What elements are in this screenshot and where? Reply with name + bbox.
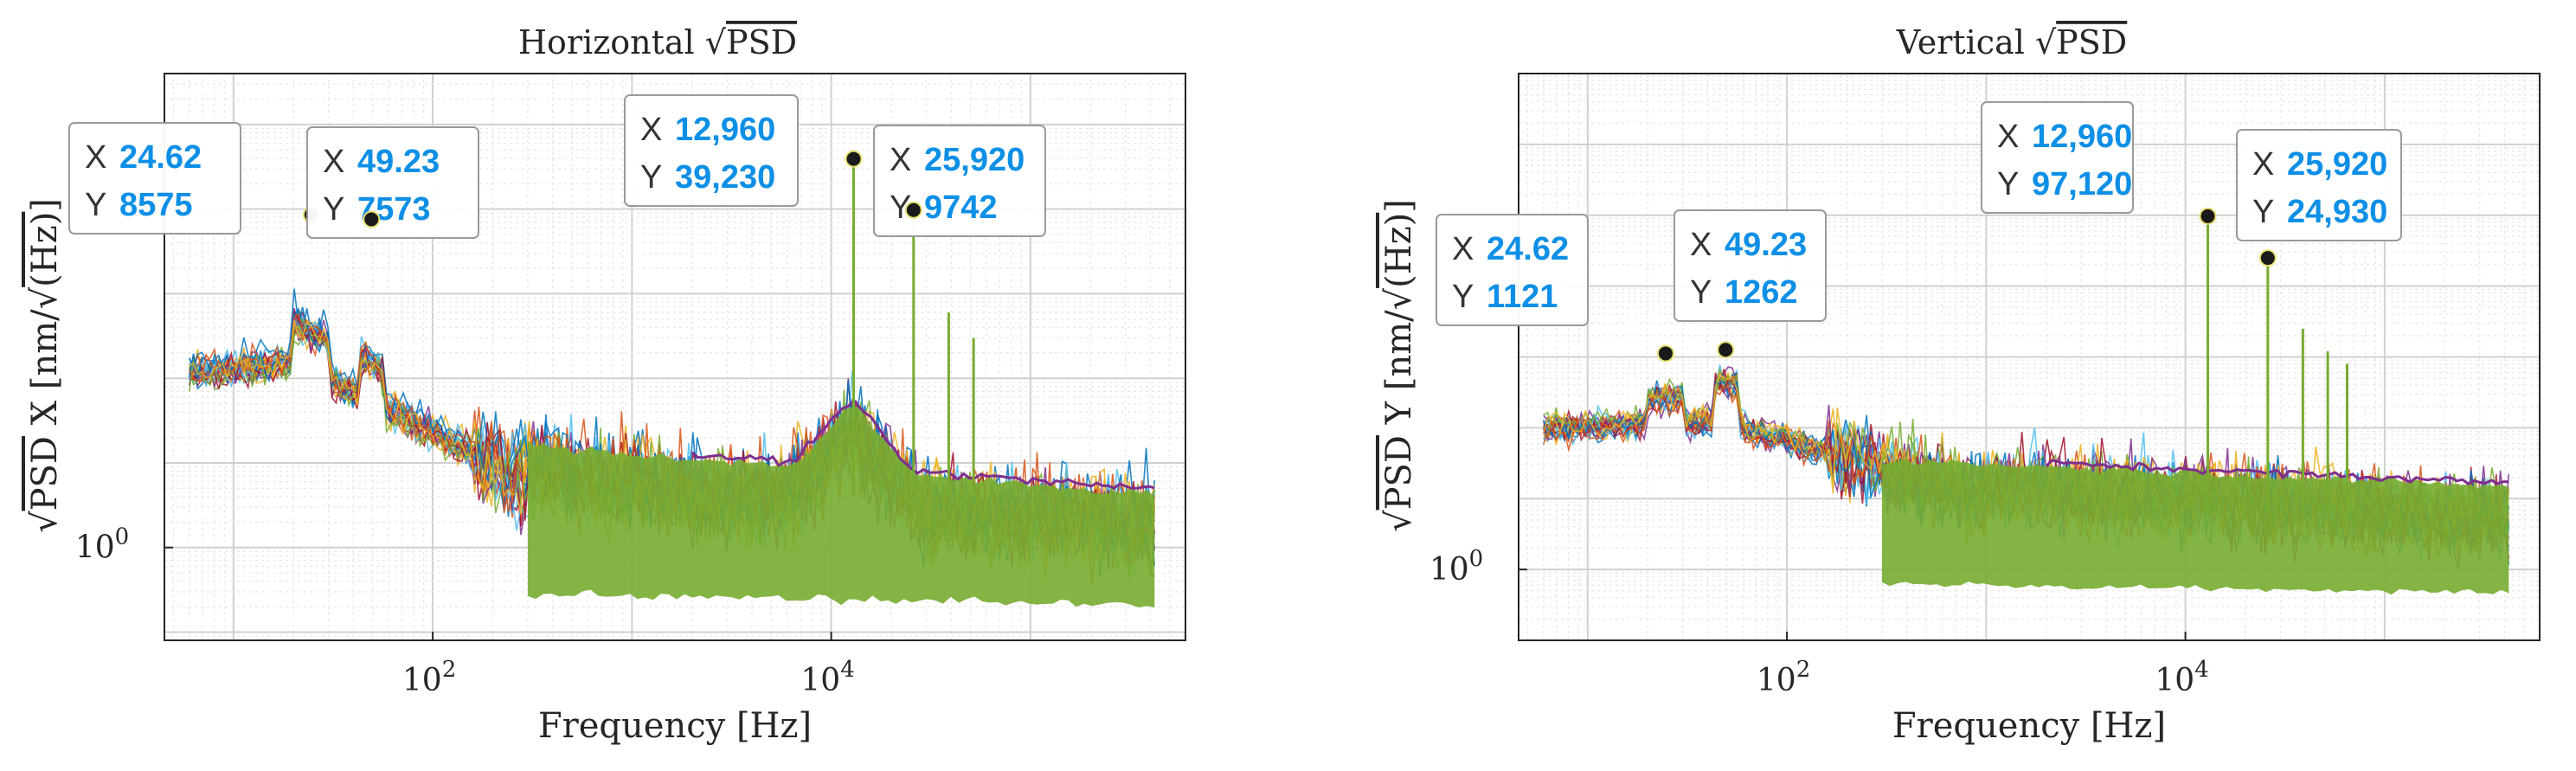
datatip: X 12,960 Y 97,120 bbox=[1981, 101, 2217, 225]
x-tick-label: 102 bbox=[402, 657, 456, 698]
datatip-marker bbox=[1656, 344, 1674, 363]
datatip-x-value: 25,920 bbox=[2287, 146, 2387, 183]
datatip-x-key: X bbox=[890, 142, 911, 178]
x-tick-label: 104 bbox=[800, 657, 854, 698]
datatip: X 49.23Y 7573 bbox=[306, 126, 479, 239]
datatip-x-value: 24.62 bbox=[1487, 231, 1569, 267]
datatip-box bbox=[1673, 209, 1827, 322]
datatip-x-value: 49.23 bbox=[357, 144, 440, 180]
datatip-y-value: 1262 bbox=[1725, 274, 1798, 311]
datatip-y-key: Y bbox=[85, 187, 106, 223]
psd-chart-horizontal: 102 104 100 Horizontal √PSD Frequency [Hz] √P… bbox=[25, 23, 1186, 746]
datatip-y-value: 97,120 bbox=[2032, 166, 2132, 202]
x-axis-label: Frequency [Hz] bbox=[538, 706, 812, 746]
datatip-box bbox=[624, 94, 799, 207]
datatip-y-key: Y bbox=[640, 159, 662, 196]
datatip: X 12,960 Y 39,230 bbox=[624, 94, 863, 207]
datatip-x-value: 12,960 bbox=[2032, 119, 2132, 155]
spectrum-band bbox=[527, 406, 1155, 608]
datatip-y-value: 9742 bbox=[924, 190, 998, 226]
y-axis-label: √PSD Y [nm/√(Hz)] bbox=[1379, 199, 1419, 532]
spectrum-traces bbox=[189, 158, 1156, 608]
y-axis-label-text: √PSD X [nm/√(Hz)] bbox=[25, 198, 65, 533]
x-axis-label: Frequency [Hz] bbox=[1892, 706, 2166, 746]
datatip-x-key: X bbox=[323, 144, 344, 180]
axes-box bbox=[1518, 73, 2541, 641]
datatip-marker bbox=[845, 150, 863, 168]
spectrum-traces bbox=[1543, 215, 2510, 595]
datatip-box bbox=[2236, 129, 2402, 241]
x-tick-label: 104 bbox=[2155, 657, 2208, 698]
spectrum-edge bbox=[691, 398, 1155, 490]
datatip-x-value: 12,960 bbox=[675, 112, 775, 148]
datatip-x-key: X bbox=[1452, 231, 1474, 267]
datatip-x-value: 24.62 bbox=[119, 139, 202, 176]
y-axis-label: √PSD X [nm/√(Hz)] bbox=[25, 198, 65, 533]
datatip-y-key: Y bbox=[323, 191, 344, 228]
datatip: X 49.23 Y 1262 bbox=[1673, 209, 1827, 359]
datatip-x-key: X bbox=[1997, 119, 2019, 155]
datatip-y-key: Y bbox=[2252, 194, 2274, 230]
datatip-marker bbox=[904, 201, 922, 219]
datatip-marker bbox=[363, 210, 381, 228]
datatip-box bbox=[68, 122, 241, 235]
datatip-x-key: X bbox=[85, 139, 106, 176]
datatip-box bbox=[306, 126, 479, 239]
datatip: X 24.62 Y 1121 bbox=[1436, 214, 1674, 363]
datatip-x-key: X bbox=[640, 112, 662, 148]
y-tick-label: 100 bbox=[1429, 546, 1483, 588]
datatip-x-value: 25,920 bbox=[924, 142, 1025, 178]
datatip-y-value: 8575 bbox=[119, 187, 193, 223]
datatip-box bbox=[1436, 214, 1589, 326]
y-axis-label-text: √PSD Y [nm/√(Hz)] bbox=[1379, 199, 1419, 532]
datatip: X 24.62 Y 8575 bbox=[68, 122, 320, 235]
datatip-y-value: 1121 bbox=[1487, 279, 1558, 315]
spectrum-edge bbox=[2045, 459, 2509, 485]
datatip-marker bbox=[2258, 249, 2277, 267]
spectrum-band bbox=[1881, 459, 2509, 595]
datatip-y-key: Y bbox=[1690, 274, 1712, 311]
datatip-box bbox=[1981, 101, 2134, 214]
chart-title: Vertical √PSD bbox=[1896, 23, 2128, 61]
datatip-x-key: X bbox=[2252, 146, 2274, 183]
datatip-y-value: 39,230 bbox=[675, 159, 775, 196]
datatip-x-key: X bbox=[1690, 227, 1712, 263]
psd-chart-vertical: 102 104 100 Vertical √PSD Frequency [Hz] √PSD… bbox=[1379, 23, 2541, 746]
axes-box bbox=[164, 73, 1186, 641]
chart-title: Horizontal √PSD bbox=[518, 23, 797, 61]
datatip-y-key: Y bbox=[1997, 166, 2019, 202]
y-tick-label: 100 bbox=[75, 524, 129, 566]
datatip: X 25,920 Y 24,930 bbox=[2236, 129, 2402, 267]
datatip-x-value: 49.23 bbox=[1725, 227, 1807, 263]
datatip-y-key: Y bbox=[1452, 279, 1474, 315]
x-tick-label: 102 bbox=[1757, 657, 1810, 698]
datatip-marker bbox=[1717, 341, 1735, 359]
datatip-marker bbox=[2199, 207, 2217, 225]
datatip-y-value: 24,930 bbox=[2287, 194, 2387, 230]
